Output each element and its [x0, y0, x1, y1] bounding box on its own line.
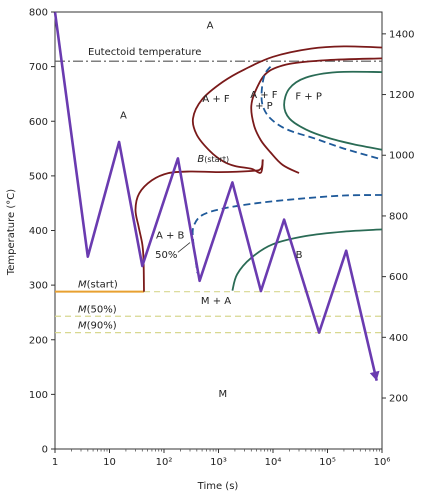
reference-line-label: M(50%)	[78, 304, 117, 315]
region-label-line: 50%	[155, 250, 177, 261]
y-tick-label: 300	[29, 281, 48, 292]
region-label-a_plus_f_plus_p: A + F + P	[250, 90, 278, 112]
curve-pearlite-50	[260, 66, 383, 161]
label-symbol: M	[78, 304, 87, 315]
region-label-line: A + F	[202, 94, 230, 105]
x-tick-label: 10³	[210, 457, 227, 468]
reference-line-label: M(start)	[78, 280, 118, 291]
region-label-m_plus_a: M + A	[201, 296, 231, 307]
region-label-a_plus_f: A + F	[202, 94, 230, 105]
region-label-fifty: 50%	[155, 250, 177, 261]
region-label-line: A + F	[250, 90, 278, 101]
curve-pearlite-start	[191, 45, 383, 174]
reference-lines: Eutectoid temperatureM(start)M(50%)M(90%…	[55, 47, 382, 334]
label-text: (50%)	[87, 304, 117, 315]
y-tick-label: 0	[42, 445, 48, 456]
label-text: (start)	[87, 280, 118, 291]
region-label-martensite: M	[218, 389, 227, 400]
y-right-tick-label: 1200	[389, 90, 414, 101]
y-right-tick-label: 1000	[389, 151, 414, 162]
region-label-line: + P	[255, 101, 273, 112]
x-tick-label: 10²	[156, 457, 173, 468]
label-symbol: B	[197, 154, 204, 165]
region-label-line: A	[207, 20, 214, 31]
curve-bainite-end	[231, 228, 383, 291]
y-tick-label: 200	[29, 335, 48, 346]
y-axis-title: Temperature (°C)	[6, 189, 17, 276]
region-label-austenite_top: A	[207, 20, 214, 31]
x-tick-label: 10⁵	[319, 457, 336, 468]
y-tick-label: 500	[29, 171, 48, 182]
transformation-curves	[53, 11, 383, 381]
label-symbol: M	[78, 280, 87, 291]
y-right-tick-label: 400	[389, 333, 408, 344]
region-label-f_plus_p: F + P	[295, 91, 322, 102]
reference-line-label: M(90%)	[78, 321, 117, 332]
region-label-line: A + B	[156, 231, 185, 242]
region-label-austenite_left: A	[120, 111, 127, 122]
region-label-line: B(start)	[197, 154, 229, 165]
curve-bainite-50	[191, 194, 383, 274]
x-tick-label: 1	[52, 457, 58, 468]
y-right-tick-label: 200	[389, 394, 408, 405]
label-symbol: M	[78, 321, 87, 332]
axes: 0 100 200 300 400 500 600 700 800 200 400 600 800 100…	[29, 8, 415, 469]
region-label-b_start: B(start)	[197, 154, 229, 165]
cooling-path	[53, 11, 378, 381]
y-tick-label: 600	[29, 117, 48, 128]
label-text: (90%)	[87, 321, 117, 332]
y-tick-label: 800	[29, 8, 48, 19]
x-tick-label: 10	[103, 457, 116, 468]
region-label-line: M + A	[201, 296, 231, 307]
y-tick-label: 700	[29, 62, 48, 73]
y-right-tick-label: 600	[389, 272, 408, 283]
x-tick-label: 10⁶	[374, 457, 391, 468]
fifty-leader-line	[177, 242, 191, 253]
curve-bainite-start	[134, 159, 264, 292]
label-text: (start)	[204, 155, 229, 164]
region-label-line: F + P	[295, 91, 322, 102]
curve-pearlite-end	[250, 57, 383, 174]
y-right-tick-label: 1400	[389, 29, 414, 40]
y-right-tick-label: 800	[389, 211, 408, 222]
y-tick-label: 400	[29, 226, 48, 237]
region-label-line: A	[120, 111, 127, 122]
y-tick-label: 100	[29, 390, 48, 401]
path-arrowhead	[369, 370, 380, 381]
curve-fp-boundary	[283, 70, 383, 151]
reference-line-label: Eutectoid temperature	[88, 47, 201, 58]
x-tick-label: 10⁴	[265, 457, 282, 468]
region-label-line: M	[218, 389, 227, 400]
x-axis-title: Time (s)	[197, 481, 239, 492]
plot-frame	[54, 11, 383, 450]
region-label-line: B	[296, 250, 303, 261]
region-label-bainite: B	[296, 250, 303, 261]
region-label-a_plus_b: A + B	[156, 231, 185, 242]
